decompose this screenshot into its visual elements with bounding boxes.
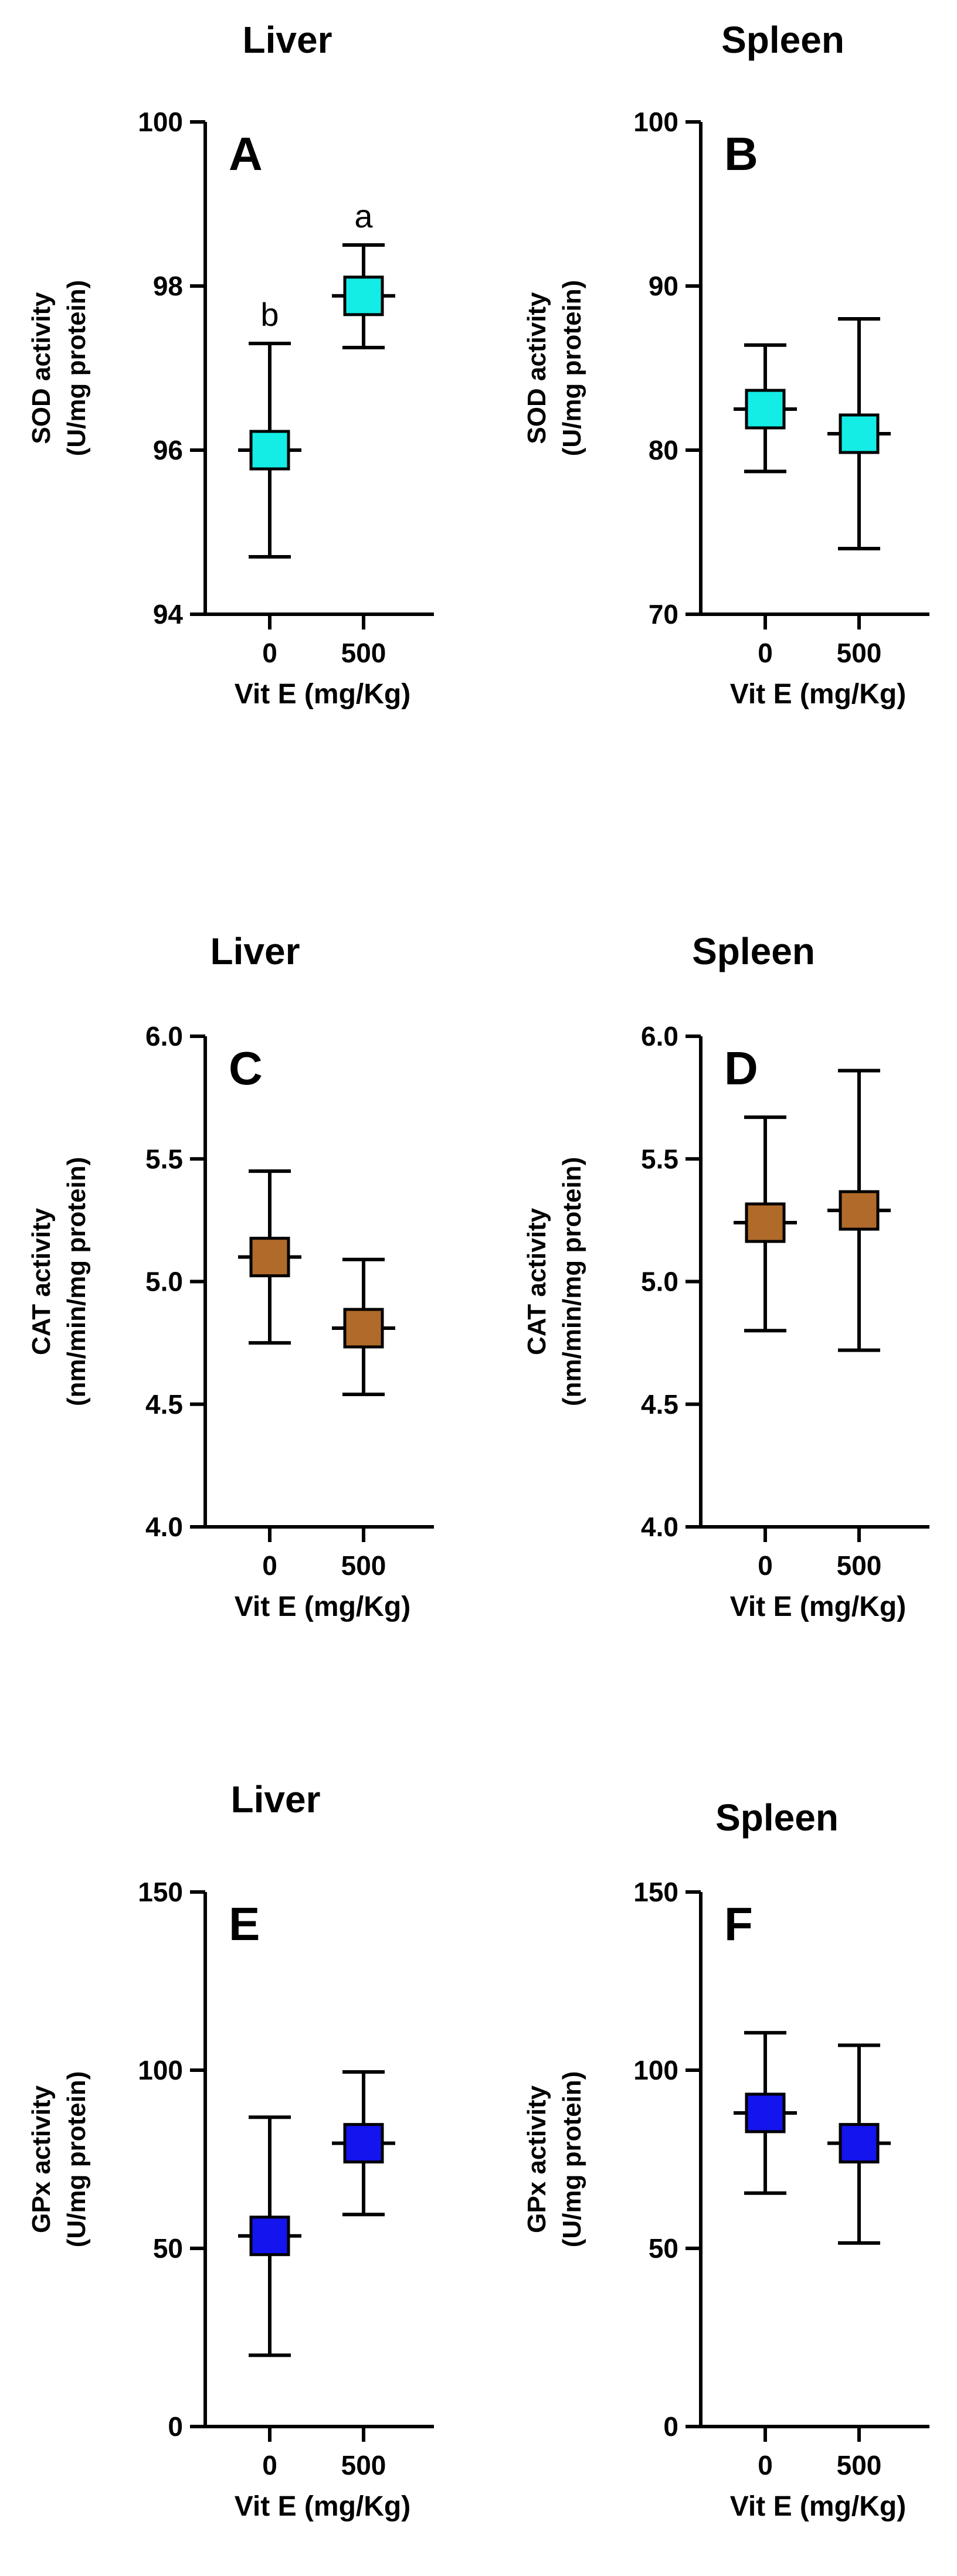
panel-c-x-tick-label: 500 xyxy=(341,1550,386,1581)
panel-c-x-axis-label: Vit E (mg/Kg) xyxy=(235,1591,410,1622)
panel-f-data-point xyxy=(745,2092,786,2133)
panel-b-letter: B xyxy=(724,128,758,180)
panel-b-data-point xyxy=(745,389,786,430)
panel-d-y-tick-label: 5.5 xyxy=(641,1144,678,1174)
panel-c-title: Liver xyxy=(211,930,300,972)
panel-e-y-tick-label: 0 xyxy=(168,2411,183,2442)
panel-c-y-tick-label: 4.5 xyxy=(145,1389,183,1420)
panel-b-y-tick-label: 90 xyxy=(649,271,678,301)
panel-a-y-axis-label-line2: (U/mg protein) xyxy=(62,280,91,457)
panel-d-letter: D xyxy=(724,1042,758,1094)
panel-d-y-tick-label: 5.0 xyxy=(641,1267,678,1297)
panel-b-x-tick-label: 500 xyxy=(837,638,882,668)
panel-a-title: Liver xyxy=(243,19,332,61)
panel-e-data-point xyxy=(343,2123,384,2164)
panel-e-y-tick-label: 100 xyxy=(138,2055,183,2085)
panel-f-x-tick-label: 500 xyxy=(837,2450,882,2480)
panel-e-letter: E xyxy=(229,1898,260,1950)
panel-d-data-point xyxy=(839,1190,880,1231)
panel-a-significance-letter: a xyxy=(354,198,373,234)
panel-f-data-point xyxy=(839,2123,880,2164)
panel-a-y-tick-label: 100 xyxy=(138,107,183,137)
panel-e-y-tick-label: 150 xyxy=(138,1877,183,1907)
panel-a-y-tick-label: 98 xyxy=(153,271,183,301)
panel-c-y-tick-label: 5.0 xyxy=(145,1267,183,1297)
panel-e-y-tick-label: 50 xyxy=(153,2233,183,2264)
panel-b-y-tick-label: 70 xyxy=(649,599,678,629)
panel-b-data-point xyxy=(839,413,880,454)
panel-d-y-tick-label: 4.0 xyxy=(641,1512,678,1542)
panel-d-x-axis-label: Vit E (mg/Kg) xyxy=(730,1591,906,1622)
panel-a-y-axis-label-line1: SOD activity xyxy=(27,292,56,444)
panel-c-y-tick-label: 6.0 xyxy=(145,1021,183,1052)
panel-f-y-axis-label-line1: GPx activity xyxy=(522,2085,551,2233)
panel-d-x-tick-label: 500 xyxy=(837,1550,882,1581)
panel-e-y-axis-label-line2: (U/mg protein) xyxy=(62,2071,91,2248)
panel-a-letter: A xyxy=(229,128,263,180)
panel-c-y-tick-label: 4.0 xyxy=(145,1512,183,1542)
panel-c-y-axis-label-line1: CAT activity xyxy=(27,1207,56,1355)
panel-a-data-point xyxy=(249,430,290,471)
panel-a-data-point xyxy=(343,275,384,317)
panel-e-y-axis-label-line1: GPx activity xyxy=(27,2085,56,2233)
panel-d-y-tick-label: 6.0 xyxy=(641,1021,678,1052)
panel-e-x-tick-label: 0 xyxy=(262,2450,277,2480)
panel-b-x-axis-label: Vit E (mg/Kg) xyxy=(730,679,906,710)
panel-c-x-tick-label: 0 xyxy=(262,1550,277,1581)
panel-b-y-axis-label-line2: (U/mg protein) xyxy=(558,280,586,457)
panel-e-title: Liver xyxy=(231,1778,321,1820)
panel-d-title: Spleen xyxy=(692,930,815,972)
panel-c-y-axis-label-line2: (nm/min/mg protein) xyxy=(62,1157,91,1406)
panel-a-x-tick-label: 500 xyxy=(341,638,386,668)
panel-c-y-tick-label: 5.5 xyxy=(145,1144,183,1174)
panel-f-title: Spleen xyxy=(715,1796,839,1839)
panel-a-y-tick-label: 96 xyxy=(153,435,183,465)
panel-f-letter: F xyxy=(724,1898,753,1950)
panel-f-y-tick-label: 150 xyxy=(633,1877,678,1907)
panel-d-y-axis-label-line1: CAT activity xyxy=(522,1207,551,1355)
panel-b-y-tick-label: 100 xyxy=(633,107,678,137)
panel-b-y-tick-label: 80 xyxy=(649,435,678,465)
panel-f-y-axis-label-line2: (U/mg protein) xyxy=(558,2071,586,2248)
panel-c-data-point xyxy=(343,1308,384,1349)
panel-e-x-tick-label: 500 xyxy=(341,2450,386,2480)
panel-e-x-axis-label: Vit E (mg/Kg) xyxy=(235,2491,410,2522)
panel-f-y-tick-label: 50 xyxy=(649,2233,678,2264)
panel-b-x-tick-label: 0 xyxy=(758,638,773,668)
panel-c-letter: C xyxy=(229,1042,263,1094)
panel-e-data-point xyxy=(249,2216,290,2257)
panel-a-x-axis-label: Vit E (mg/Kg) xyxy=(235,679,410,710)
panel-d-y-tick-label: 4.5 xyxy=(641,1389,678,1420)
panel-b-title: Spleen xyxy=(721,19,844,61)
panel-a-significance-letter: b xyxy=(260,296,279,333)
panel-d-x-tick-label: 0 xyxy=(758,1550,773,1581)
panel-f-x-axis-label: Vit E (mg/Kg) xyxy=(730,2491,906,2522)
panel-f-x-tick-label: 0 xyxy=(758,2450,773,2480)
panel-b-y-axis-label-line1: SOD activity xyxy=(522,292,551,444)
panel-a-y-tick-label: 94 xyxy=(153,599,184,629)
panel-d-data-point xyxy=(745,1202,786,1243)
panel-c-data-point xyxy=(249,1237,290,1278)
panel-a-x-tick-label: 0 xyxy=(262,638,277,668)
panel-f-y-tick-label: 100 xyxy=(633,2055,678,2085)
panel-f-y-tick-label: 0 xyxy=(663,2411,678,2442)
panel-d-y-axis-label-line2: (nm/min/mg protein) xyxy=(558,1157,586,1406)
